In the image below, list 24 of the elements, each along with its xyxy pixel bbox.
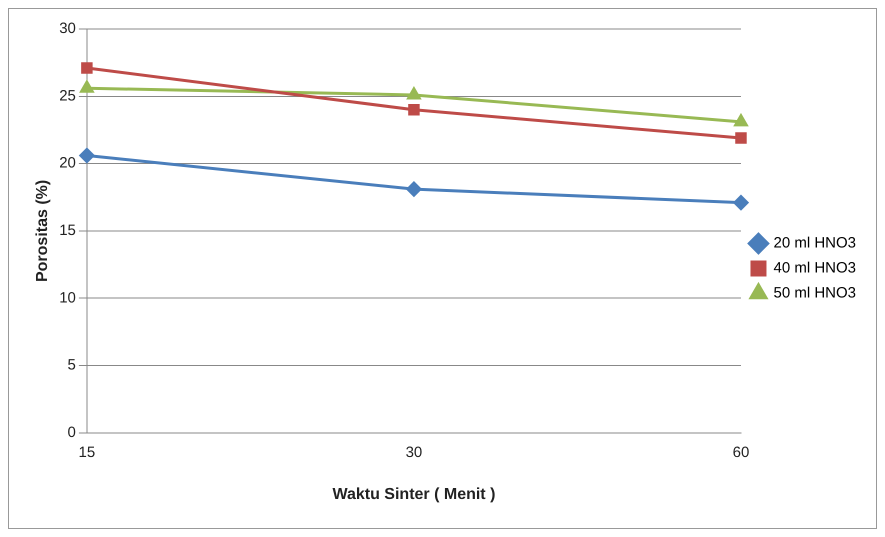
point	[79, 148, 94, 164]
y-tick-label: 5	[68, 356, 76, 374]
y-tick-label: 30	[59, 20, 76, 38]
y-tick-label: 20	[59, 154, 76, 172]
point	[733, 195, 748, 210]
point	[406, 182, 422, 197]
point	[735, 132, 747, 144]
legend-label: 40 ml HNO3	[773, 260, 856, 277]
point	[407, 87, 421, 100]
y-axis-title: Porositas (%)	[34, 180, 52, 282]
x-tick-label: 30	[406, 444, 422, 461]
y-tick-label: 15	[59, 222, 76, 240]
y-tick-label: 0	[68, 424, 76, 441]
x-tick-label: 60	[732, 444, 750, 461]
y-tick-label: 25	[59, 87, 76, 104]
x-axis-title: Waktu Sinter ( Menit )	[332, 486, 496, 503]
legend-label: 50 ml HNO3	[773, 284, 856, 302]
point	[734, 114, 748, 126]
x-tick-label: 15	[78, 444, 96, 461]
point	[80, 80, 94, 93]
point	[408, 104, 420, 116]
y-tick-label: 10	[59, 289, 76, 306]
point	[81, 62, 93, 74]
legend-label: 20 ml HNO3	[773, 234, 856, 252]
